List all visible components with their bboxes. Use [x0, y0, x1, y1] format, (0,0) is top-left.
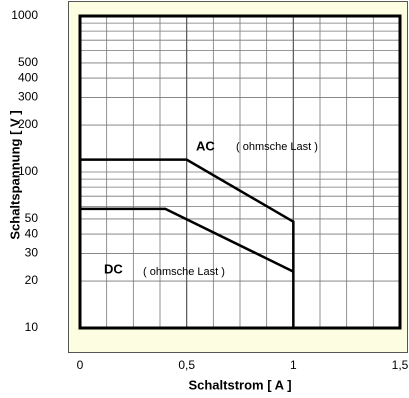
y-tick-label: 40 — [25, 226, 39, 240]
y-tick-label: 100 — [18, 164, 38, 178]
x-tick-label: 0,5 — [178, 358, 195, 372]
annotation: ( ohmsche Last ) — [143, 266, 225, 278]
data-line — [80, 207, 294, 273]
series-label: DC — [104, 261, 123, 276]
x-tick-label: 1,5 — [392, 358, 409, 372]
y-tick-label: 20 — [25, 273, 39, 287]
x-axis-label: Schaltstrom [ A ] — [188, 377, 291, 392]
y-tick-label: 400 — [18, 70, 38, 84]
series-label: AC — [196, 138, 215, 153]
y-tick-label: 50 — [25, 211, 39, 225]
annotation: ( ohmsche Last ) — [236, 141, 318, 153]
y-tick-label: 10 — [25, 320, 39, 334]
plot-border — [78, 14, 402, 330]
data-line — [80, 158, 295, 328]
y-tick-label: 30 — [25, 246, 39, 260]
y-tick-label: 300 — [18, 90, 38, 104]
y-tick-label: 500 — [18, 55, 38, 69]
x-tick-label: 0 — [77, 358, 84, 372]
x-tick-label: 1 — [290, 358, 297, 372]
y-tick-label: 1000 — [11, 8, 38, 22]
y-axis-label: Schaltspannung [ V ] — [7, 110, 22, 239]
y-tick-label: 200 — [18, 117, 38, 131]
